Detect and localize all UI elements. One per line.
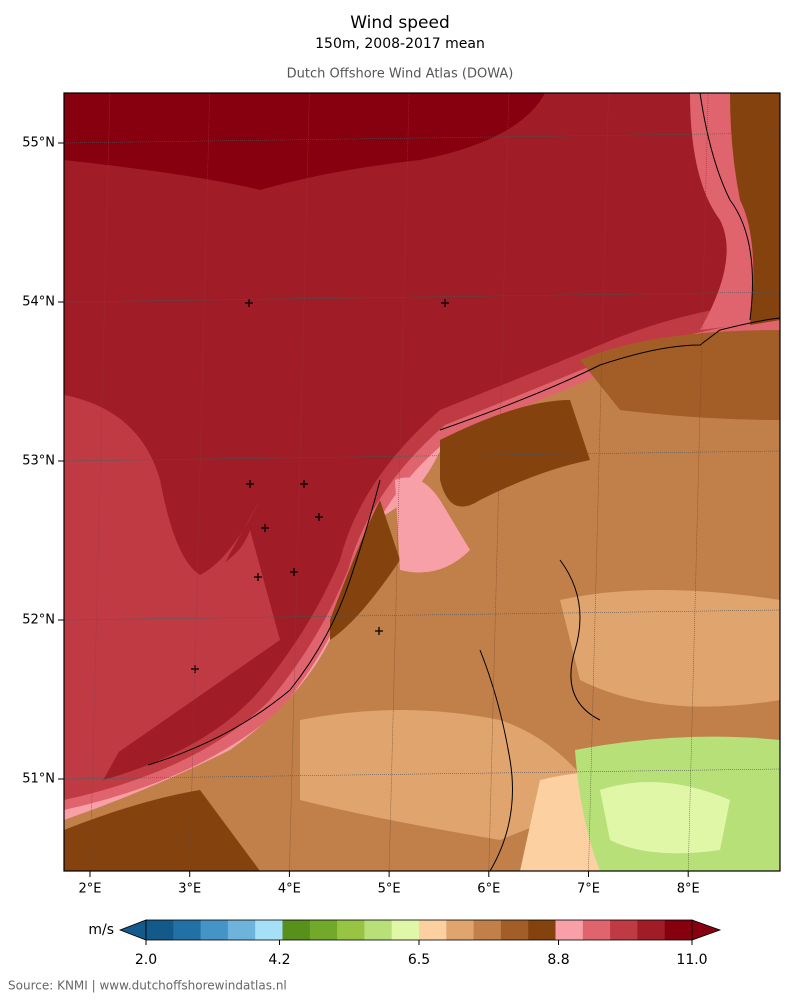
lat-label: 54°N (22, 295, 55, 310)
colorbar-swatch (364, 920, 393, 940)
colorbar-swatch (528, 920, 556, 940)
land-zone (600, 782, 730, 854)
lon-label: 4°E (278, 882, 301, 897)
grid-line (588, 93, 609, 871)
grid-line (89, 93, 111, 871)
colorbar-extend (118, 919, 147, 941)
colorbar-tick-label: 8.8 (547, 952, 569, 968)
lon-label: 8°E (677, 882, 700, 897)
lat-label: 51°N (22, 772, 55, 787)
lon-label: 7°E (577, 882, 600, 897)
colorbar-tick-label: 4.2 (268, 952, 290, 968)
sea-zone (64, 93, 545, 190)
grid-line (289, 93, 310, 871)
source-name: Dutch Offshore Wind Atlas (DOWA) (287, 67, 514, 82)
colorbar-swatch (664, 920, 693, 940)
land-zone (580, 330, 780, 420)
lake (395, 477, 470, 573)
grid-line (388, 93, 410, 871)
grid-line (189, 93, 210, 871)
colorbar-swatch (282, 920, 311, 940)
lat-label: 52°N (22, 613, 55, 628)
source: Source: KNMI | www.dutchoffshorewindatla… (8, 979, 287, 993)
colorbar-swatch (419, 920, 447, 940)
land-zone (64, 790, 260, 871)
measurement-sites (191, 299, 449, 673)
colorbar-swatch (173, 920, 202, 940)
grid-line (64, 768, 780, 780)
land (64, 330, 780, 871)
grid-line (488, 93, 510, 871)
colorbar-swatch (555, 920, 584, 940)
colorbar-swatch (391, 920, 420, 940)
colorbar-swatch (255, 920, 283, 940)
colorbar-tick-label: 6.5 (408, 952, 430, 968)
borders (147, 93, 780, 871)
title: Wind speed (350, 13, 450, 33)
land-zone (440, 400, 590, 507)
land-zone (560, 590, 780, 707)
colorbar-swatch (446, 920, 475, 940)
grid-line (64, 132, 780, 144)
colorbar-swatch (610, 920, 638, 940)
lon-label: 2°E (79, 882, 102, 897)
colorbar-unit: m/s (88, 922, 114, 938)
colorbar-tick-label: 2.0 (135, 952, 157, 968)
subtitle: 150m, 2008-2017 mean (315, 36, 485, 52)
land-zone (730, 93, 780, 325)
colorbar-swatch (309, 920, 338, 940)
graticule (64, 93, 780, 871)
colorbar-swatch (500, 920, 529, 940)
lat-label: 53°N (22, 454, 55, 469)
lat-label: 55°N (22, 136, 55, 151)
lon-label: 3°E (178, 882, 201, 897)
colorbar-swatch (146, 920, 174, 940)
grid-line (687, 93, 709, 871)
colorbar-swatch (200, 920, 229, 940)
land-zone (330, 500, 400, 640)
land-zone (300, 710, 600, 840)
colorbar-swatch (337, 920, 365, 940)
colorbar-tick-label: 11.0 (676, 952, 707, 968)
colorbar-swatch (473, 920, 502, 940)
lon-label: 6°E (477, 882, 500, 897)
sea-zone (64, 395, 280, 790)
lon-label: 5°E (378, 882, 401, 897)
colorbar-extend (691, 919, 722, 941)
colorbar-swatch (227, 920, 256, 940)
grid-line (64, 291, 780, 303)
colorbar-swatch (582, 920, 611, 940)
map (64, 93, 780, 871)
map-frame (63, 92, 781, 872)
grid-line (64, 450, 780, 462)
grid-line (64, 609, 780, 621)
colorbar-swatch (637, 920, 666, 940)
